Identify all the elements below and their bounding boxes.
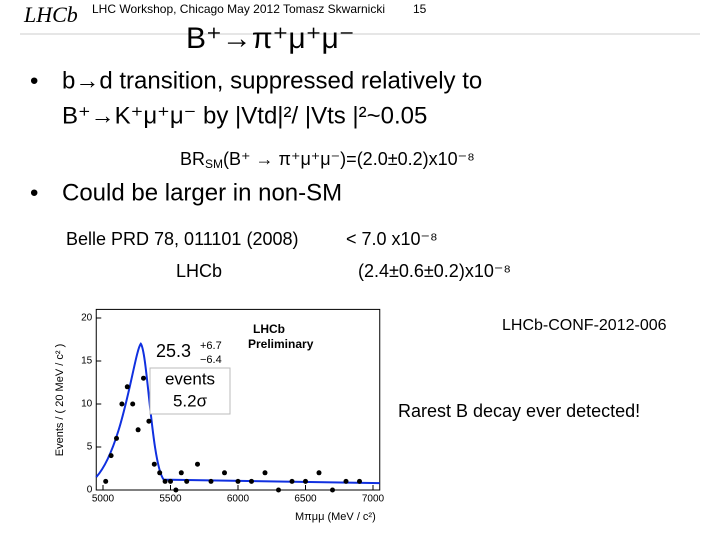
data-point	[208, 478, 214, 484]
data-point	[119, 401, 125, 407]
x-axis-label: Mπμμ (MeV / c²)	[295, 511, 376, 523]
page-number: 15	[413, 2, 427, 16]
data-point	[108, 453, 114, 459]
yield: 25.3	[156, 341, 191, 361]
bullet-text: B⁺→K⁺μ⁺μ⁻ by |Vtd|²/ |Vts |²~0.05	[62, 102, 427, 129]
result-source: LHCb	[176, 261, 222, 281]
events-box	[149, 367, 231, 415]
y-tick-label: 20	[81, 313, 93, 324]
result-source: Belle PRD 78, 011101 (2008)	[66, 229, 298, 249]
x-tick-label: 7000	[362, 494, 385, 505]
significance: 5.2σ	[173, 391, 208, 410]
reference: LHCb-CONF-2012-006	[502, 317, 667, 334]
data-point	[135, 427, 141, 433]
note-part: BR	[180, 149, 205, 169]
y-tick-label: 5	[87, 442, 93, 453]
slide-title: B⁺→π⁺μ⁺μ⁻	[186, 22, 355, 55]
y-tick-label: 15	[81, 356, 93, 367]
data-point	[173, 487, 179, 493]
data-point	[146, 418, 152, 424]
data-point	[343, 478, 349, 484]
data-point	[184, 478, 190, 484]
x-tick-label: 5000	[92, 494, 115, 505]
y-tick-label: 0	[87, 485, 93, 496]
data-point	[222, 470, 227, 476]
yield-error: −6.4	[200, 354, 222, 366]
data-point	[103, 478, 109, 484]
bullet-text: b→d transition, suppressed relatively to	[62, 67, 482, 94]
bullet-dot: •	[30, 67, 38, 94]
figure-logo-sub: Preliminary	[248, 337, 314, 351]
data-point	[330, 487, 335, 493]
y-tick-label: 10	[81, 399, 93, 410]
data-point	[276, 487, 281, 493]
data-point	[114, 435, 119, 441]
data-point	[262, 470, 268, 476]
data-point	[316, 470, 322, 476]
bullet-text: Could be larger in non-SM	[62, 179, 342, 206]
figure-logo: LHCb	[253, 322, 285, 336]
x-tick-label: 5500	[159, 494, 182, 505]
fit-curve	[95, 342, 380, 485]
data-point	[303, 478, 308, 484]
x-tick-label: 6500	[294, 494, 317, 505]
logo: LHCb	[23, 2, 78, 27]
note: BRSM(B⁺ → π⁺μ⁺μ⁻)=(2.0±0.2)x10⁻⁸	[180, 149, 475, 171]
data-point	[289, 478, 295, 484]
data-point	[357, 478, 362, 484]
data-point	[151, 461, 157, 467]
y-axis-label: Events / ( 20 MeV / c² )	[54, 344, 66, 456]
result-value: < 7.0 x10⁻⁸	[346, 229, 438, 249]
data-point	[162, 478, 168, 484]
data-point	[124, 384, 130, 390]
data-point	[141, 375, 146, 381]
yield-error: +6.7	[200, 340, 222, 352]
events-label: events	[165, 369, 215, 388]
data-point	[157, 470, 163, 476]
header-text: LHC Workshop, Chicago May 2012 Tomasz Sk…	[92, 2, 385, 16]
note-part: SM	[205, 157, 223, 171]
remark: Rarest B decay ever detected!	[398, 401, 640, 421]
x-tick-label: 6000	[227, 494, 250, 505]
data-point	[178, 470, 184, 476]
data-point	[249, 478, 254, 484]
bullet-dot: •	[30, 179, 38, 206]
result-value: (2.4±0.6±0.2)x10⁻⁸	[358, 261, 511, 281]
note-part: (B⁺ → π⁺μ⁺μ⁻)=(2.0±0.2)x10⁻⁸	[223, 149, 475, 169]
data-point	[195, 461, 200, 467]
plot-frame	[95, 308, 381, 491]
data-point	[130, 401, 136, 407]
data-point	[168, 478, 173, 484]
data-point	[235, 478, 241, 484]
